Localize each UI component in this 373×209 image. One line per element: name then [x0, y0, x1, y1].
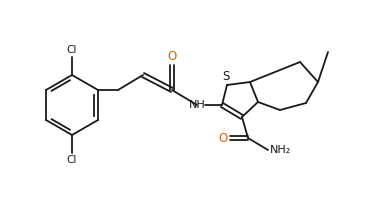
- Text: NH: NH: [189, 100, 206, 110]
- Text: O: O: [219, 131, 228, 144]
- Text: O: O: [167, 50, 177, 63]
- Text: Cl: Cl: [67, 45, 77, 55]
- Text: Cl: Cl: [67, 155, 77, 165]
- Text: S: S: [222, 70, 230, 83]
- Text: NH₂: NH₂: [270, 145, 291, 155]
